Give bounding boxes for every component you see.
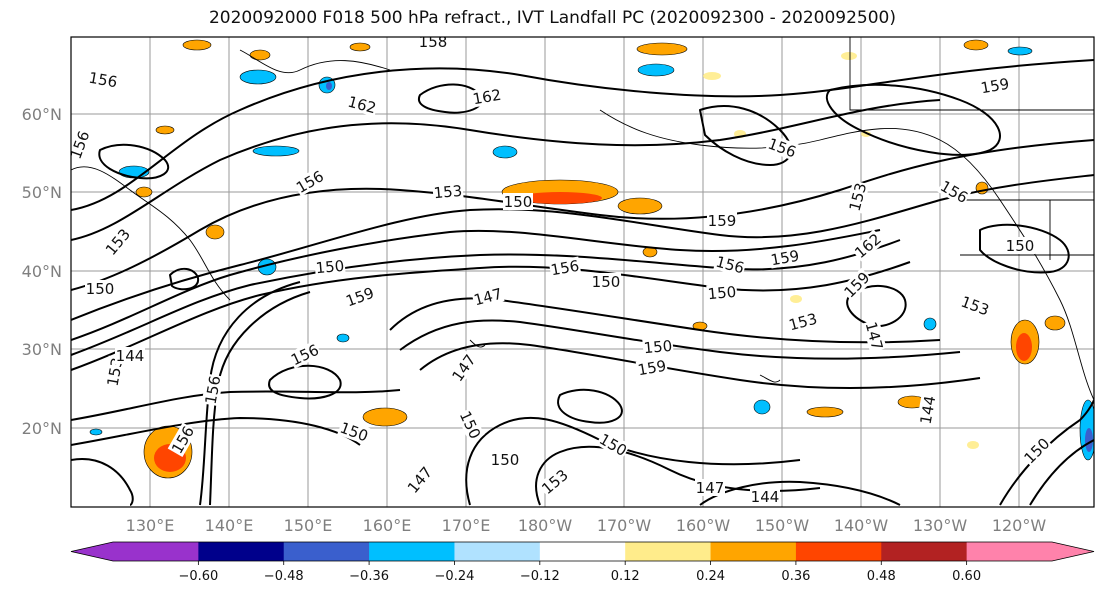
longitude-label: 170°W bbox=[597, 516, 652, 535]
contour-label: 159 bbox=[979, 75, 1010, 98]
contour-label: 158 bbox=[419, 33, 448, 51]
colorbar-tick-label: 0.24 bbox=[696, 569, 725, 584]
map-title: 2020092000 F018 500 hPa refract., IVT La… bbox=[208, 8, 896, 28]
contour-label: 150 bbox=[592, 273, 621, 291]
contour-label: 156 bbox=[87, 69, 118, 92]
colorbar-tick-label: 0.60 bbox=[952, 569, 981, 584]
colorbar-segment bbox=[369, 542, 455, 561]
contour-label: 153 bbox=[433, 182, 463, 202]
colorbar-outline bbox=[70, 541, 1095, 562]
latitude-labels: 60°N 50°N 40°N 30°N 20°N bbox=[22, 105, 62, 438]
refractivity-contours bbox=[71, 59, 1094, 506]
contour-label: 159 bbox=[769, 247, 800, 270]
longitude-label: 160°E bbox=[363, 516, 412, 535]
colorbar-segment bbox=[625, 542, 712, 561]
contour-label: 156 bbox=[202, 374, 225, 405]
latitude-label: 30°N bbox=[22, 340, 62, 359]
contour-label: 144 bbox=[116, 347, 145, 365]
longitude-labels: 130°E 140°E 150°E 160°E 170°E 180°W 170°W 160°W… bbox=[126, 516, 1047, 535]
colorbar-segment bbox=[795, 542, 882, 561]
colorbar-segment bbox=[454, 542, 541, 561]
colorbar-segment bbox=[113, 542, 199, 561]
colorbar: −0.60 −0.48 −0.36 −0.24 −0.12 0.12 0.24 0.36 0.4… bbox=[70, 541, 1095, 584]
contour-label: 162 bbox=[471, 86, 502, 109]
contour-label: 150 bbox=[643, 337, 673, 357]
contour-label: 153 bbox=[104, 356, 127, 387]
contour-label: 159 bbox=[708, 212, 737, 230]
contour-label: 150 bbox=[491, 451, 520, 469]
colorbar-tick-label: 0.12 bbox=[611, 569, 640, 584]
colorbar-segment bbox=[539, 542, 626, 561]
contour-label: 150 bbox=[707, 283, 737, 303]
colorbar-segment bbox=[198, 542, 285, 561]
colorbar-tick-label: −0.12 bbox=[520, 569, 560, 584]
coastlines bbox=[71, 37, 1094, 401]
map-plot-area bbox=[71, 37, 1094, 507]
colorbar-extend-low bbox=[71, 542, 113, 561]
colorbar-tick-label: 0.48 bbox=[867, 569, 896, 584]
longitude-label: 120°W bbox=[992, 516, 1047, 535]
latitude-label: 20°N bbox=[22, 419, 62, 438]
longitude-label: 130°W bbox=[913, 516, 968, 535]
latitude-label: 40°N bbox=[22, 262, 62, 281]
contour-label: 147 bbox=[696, 479, 725, 497]
longitude-label: 170°E bbox=[442, 516, 491, 535]
contour-label: 159 bbox=[636, 357, 667, 380]
colorbar-segment bbox=[966, 542, 1053, 561]
longitude-label: 180°W bbox=[518, 516, 573, 535]
colorbar-segment bbox=[710, 542, 797, 561]
contour-label: 144 bbox=[751, 488, 780, 506]
colorbar-tick-label: −0.60 bbox=[178, 569, 218, 584]
map-frame bbox=[70, 36, 1095, 508]
contour-label: 150 bbox=[1006, 237, 1035, 255]
longitude-label: 130°E bbox=[126, 516, 175, 535]
longitude-label: 140°W bbox=[834, 516, 889, 535]
longitude-label: 160°W bbox=[676, 516, 731, 535]
contour-label: 150 bbox=[86, 280, 115, 298]
colorbar-tick-label: −0.24 bbox=[435, 569, 475, 584]
colorbar-tick-label: −0.36 bbox=[349, 569, 389, 584]
longitude-label: 150°E bbox=[284, 516, 333, 535]
contour-label: 150 bbox=[315, 257, 345, 277]
latitude-label: 50°N bbox=[22, 183, 62, 202]
colorbar-extend-high bbox=[1052, 542, 1094, 561]
contour-label: 150 bbox=[504, 193, 533, 211]
contour-label: 144 bbox=[917, 394, 940, 425]
longitude-label: 140°E bbox=[205, 516, 254, 535]
colorbar-tick-label: 0.36 bbox=[781, 569, 810, 584]
colorbar-segment bbox=[283, 542, 370, 561]
graticule bbox=[71, 37, 1094, 507]
contour-label: 156 bbox=[549, 257, 580, 280]
longitude-label: 150°W bbox=[755, 516, 810, 535]
colorbar-tick-label: −0.48 bbox=[264, 569, 304, 584]
latitude-label: 60°N bbox=[22, 105, 62, 124]
colorbar-segment bbox=[881, 542, 968, 561]
